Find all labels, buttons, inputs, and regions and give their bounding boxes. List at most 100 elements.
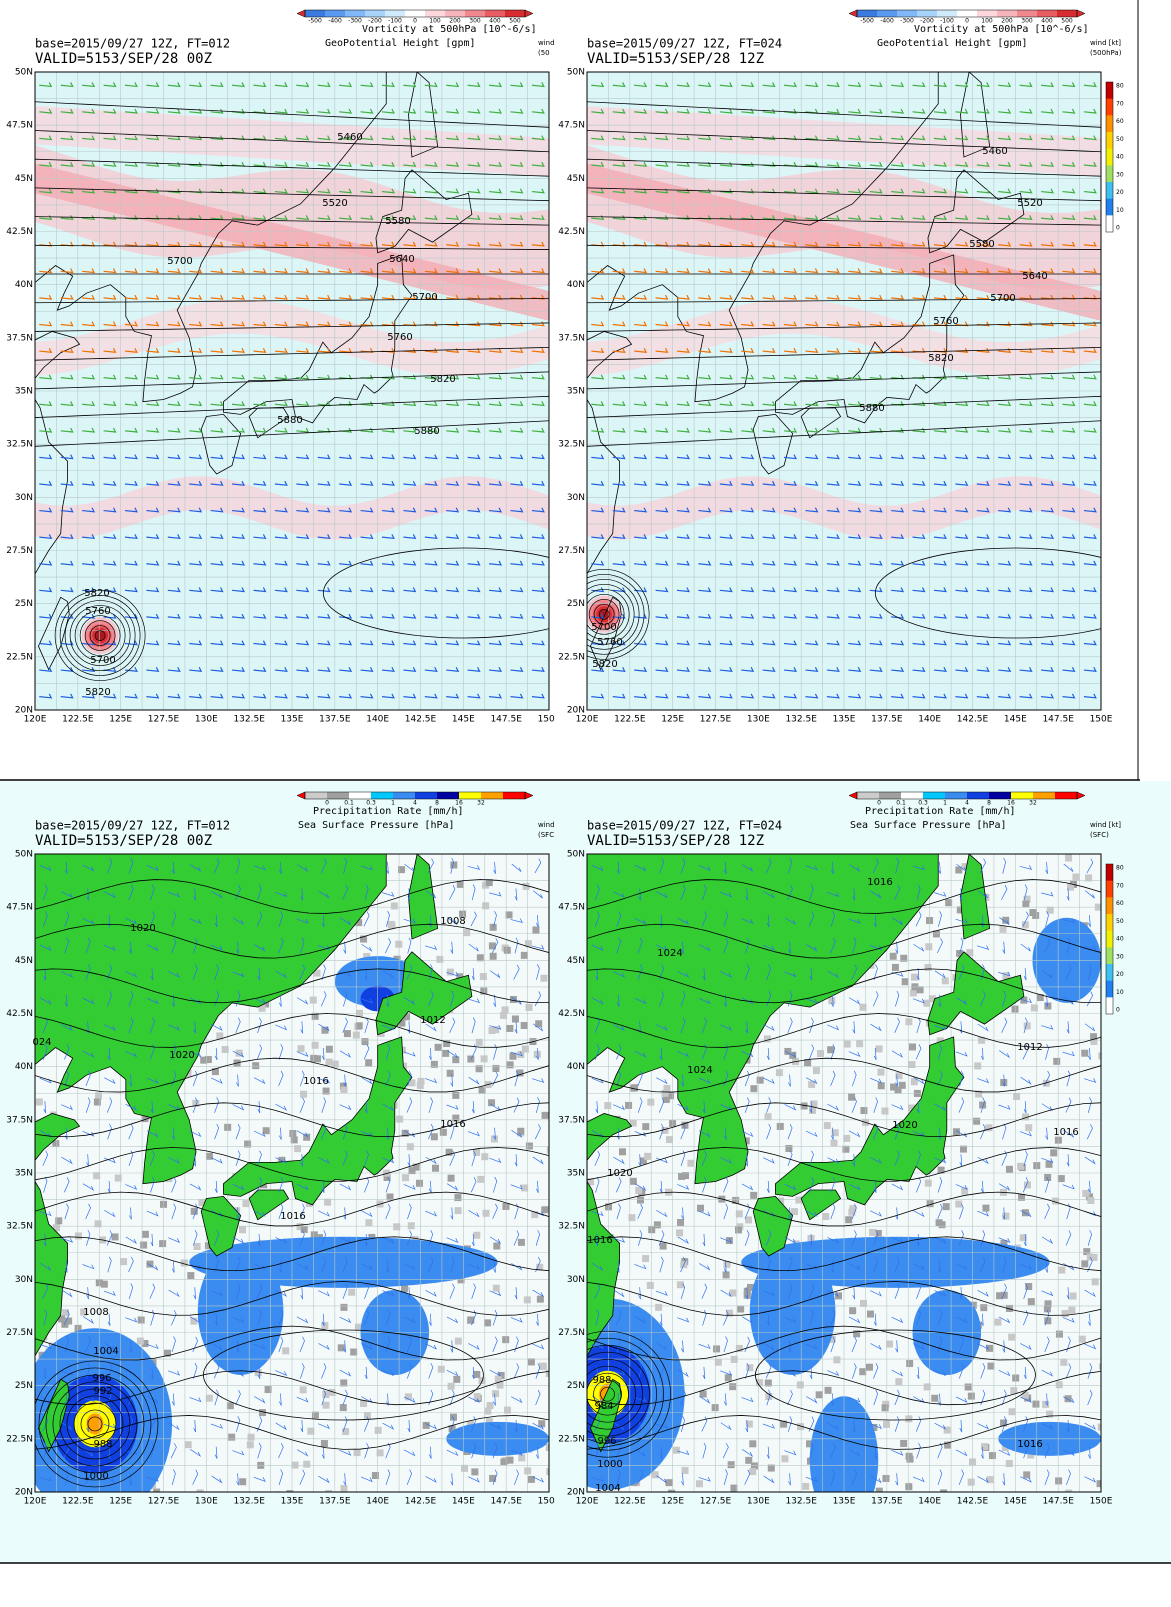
wind-barb (891, 241, 905, 247)
precip-light (668, 1489, 676, 1492)
precip-light (324, 1198, 332, 1206)
wind-barb (232, 108, 246, 114)
wind-barb (1083, 374, 1097, 380)
wind-barb (998, 693, 1012, 699)
precip-light (193, 1242, 201, 1250)
wind-barb (634, 268, 648, 274)
wind-barb (634, 918, 647, 925)
wind-barb (634, 587, 648, 593)
wind-barb (82, 560, 96, 566)
wind-barb (343, 1074, 346, 1087)
colorbar-tick: 32 (477, 800, 485, 807)
precip-light (242, 1200, 250, 1208)
wind-barb (103, 427, 117, 433)
colorbar-tick: 0.1 (896, 800, 906, 807)
precip-light (314, 1055, 322, 1063)
wind-barb (339, 82, 353, 88)
wind-barb (762, 454, 776, 460)
precip-light (926, 1200, 934, 1208)
wind-barb (364, 1017, 369, 1034)
wind-barb (403, 480, 417, 486)
precip-light (437, 1365, 445, 1373)
wind-barb (450, 941, 454, 954)
wind-barb (39, 347, 53, 353)
wind-barb (425, 890, 436, 899)
precip-light (824, 1386, 832, 1394)
precip-light (492, 1284, 500, 1292)
wind-barb (612, 613, 626, 619)
wind-barb (595, 1442, 600, 1459)
wind-barb (998, 587, 1012, 593)
precip-light (767, 1464, 775, 1472)
wind-barb (723, 937, 729, 954)
wind-barb (788, 1207, 791, 1220)
wind-barb (149, 1017, 155, 1034)
wind-barb (1020, 1343, 1032, 1351)
wind-barb (979, 991, 986, 1007)
contour (587, 420, 1101, 447)
wind-barb (531, 401, 545, 407)
wind-scale-segment (1106, 198, 1113, 216)
wind-barb (805, 82, 819, 88)
wind-barb (634, 82, 648, 88)
wind-barb (766, 1313, 770, 1326)
wind-barb (805, 161, 819, 167)
precip-light (974, 1062, 982, 1070)
precip-light (365, 1219, 373, 1227)
wind-barb (634, 864, 647, 872)
wind-barb (514, 1154, 518, 1167)
lat-label: 22.5N (6, 1434, 33, 1444)
wind-barb (638, 1420, 641, 1433)
wind-barb (531, 347, 545, 353)
wind-barb (998, 1183, 1011, 1191)
precip-light (432, 1164, 440, 1172)
precip-light (303, 1460, 311, 1468)
wind-barb (1083, 454, 1097, 460)
wind-barb (60, 188, 74, 194)
wind-barb (274, 82, 288, 88)
lon-label: 137.5E (871, 1497, 903, 1507)
wind-barb (296, 82, 310, 88)
wind-barb (676, 640, 690, 646)
precip-light (1018, 1193, 1026, 1201)
wind-barb (210, 135, 224, 141)
precip-light (1052, 1197, 1060, 1205)
wind-barb (851, 1097, 857, 1113)
contour (35, 923, 549, 959)
colorbar-tick: -300 (900, 18, 914, 25)
wind-barb (446, 693, 460, 699)
wind-barb (848, 1396, 861, 1403)
wind-barb (489, 321, 503, 327)
contour (69, 605, 131, 666)
colorbar-tick: 200 (1001, 18, 1013, 25)
precip-light (1060, 1358, 1068, 1366)
precip-light (361, 1038, 369, 1046)
wind-barb (634, 1050, 647, 1058)
colorbar-segment (997, 10, 1018, 17)
precip-light (765, 1392, 773, 1400)
wind-barb (891, 82, 905, 88)
wind-barb (446, 188, 460, 194)
wind-barb (82, 188, 96, 194)
wind-barb (766, 964, 771, 980)
wind-barb (214, 1097, 220, 1113)
wind-barb (634, 507, 648, 513)
precip-light (482, 902, 490, 910)
wind-barb (317, 188, 331, 194)
wind-barb (531, 587, 545, 593)
wind-barb (655, 215, 669, 221)
wind-barb (1041, 1290, 1054, 1297)
wind-barb (428, 1363, 434, 1379)
precip-light (756, 1076, 764, 1084)
wind-barb (912, 454, 926, 460)
contour (94, 630, 106, 641)
wind-barb (998, 135, 1012, 141)
wind-barb (809, 884, 814, 901)
precip-light (325, 1489, 333, 1492)
wind-barb (933, 215, 947, 221)
wind-barb (386, 1393, 389, 1406)
colorbar-tick: 16 (1007, 800, 1015, 807)
wind-barb (595, 1101, 599, 1114)
wind-barb (489, 1024, 502, 1030)
wind-barb (741, 347, 755, 353)
